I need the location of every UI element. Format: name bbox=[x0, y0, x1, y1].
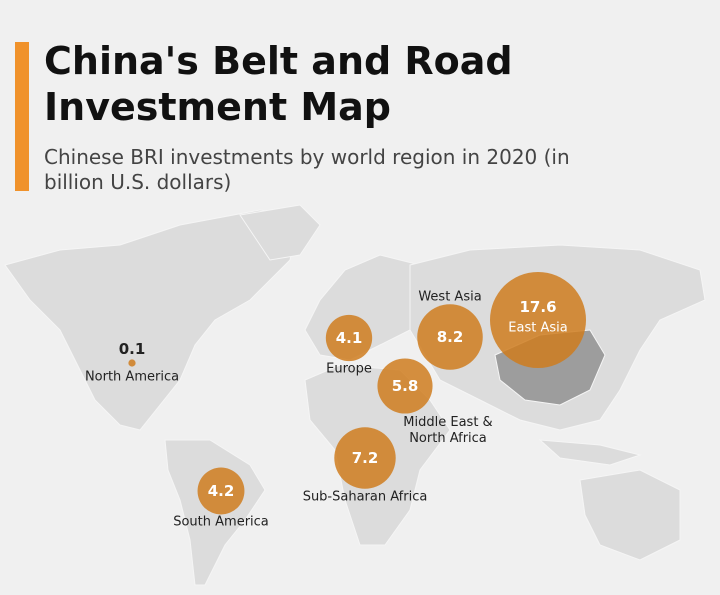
value-label: 0.1 bbox=[118, 340, 146, 358]
bubbles bbox=[128, 272, 586, 515]
region-label: Middle East & North Africa bbox=[403, 415, 493, 446]
value-label: 7.2 bbox=[351, 449, 379, 467]
greenland bbox=[239, 204, 321, 261]
title: China's Belt and Road Investment Map bbox=[44, 39, 513, 129]
value-label: 17.6 bbox=[519, 298, 557, 316]
accent-bar bbox=[15, 42, 29, 191]
indonesia bbox=[538, 439, 642, 466]
bubble bbox=[417, 304, 483, 370]
bubble bbox=[325, 314, 373, 362]
region-label: South America bbox=[173, 514, 269, 530]
value-label: 4.1 bbox=[335, 329, 363, 347]
region-label: Sub-Saharan Africa bbox=[302, 489, 428, 505]
continents bbox=[4, 204, 706, 586]
north-america bbox=[4, 209, 301, 431]
value-label: 4.2 bbox=[207, 482, 235, 500]
subtitle: Chinese BRI investments by world region … bbox=[44, 145, 570, 194]
region-label: West Asia bbox=[418, 289, 482, 305]
bubble bbox=[197, 467, 245, 515]
region-label: East Asia bbox=[508, 320, 568, 336]
value-label: 8.2 bbox=[436, 328, 464, 346]
region-label: Europe bbox=[326, 361, 372, 377]
region-label: North America bbox=[84, 369, 180, 385]
bubble bbox=[490, 272, 586, 368]
bubble bbox=[377, 358, 433, 414]
australia bbox=[579, 469, 681, 561]
value-label: 5.8 bbox=[391, 377, 419, 395]
bubble bbox=[128, 359, 136, 367]
bubble bbox=[334, 427, 396, 489]
